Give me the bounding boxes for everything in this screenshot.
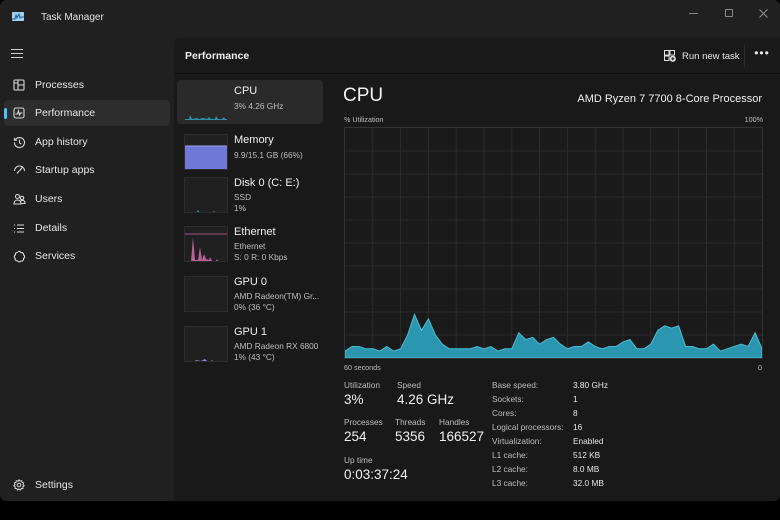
- speed-value: 4.26 GHz: [397, 392, 455, 407]
- spec-base-speed-label: Base speed:: [492, 380, 539, 390]
- main-panel: Performance Run new task ••• CPU 3% 4.26…: [174, 38, 780, 501]
- spec-l1-cache-value: 512 KB: [573, 450, 601, 460]
- sidebar-item-startup-apps[interactable]: Startup apps: [4, 157, 170, 183]
- x-axis-right-label: 0: [758, 363, 762, 372]
- performance-icon: [12, 106, 26, 120]
- memory-thumbnail-graph: [184, 134, 228, 170]
- maximize-button[interactable]: [716, 4, 742, 22]
- device-item-memory[interactable]: Memory 9.9/15.1 GB (66%): [177, 129, 323, 173]
- sidebar-item-app-history[interactable]: App history: [4, 129, 170, 155]
- sidebar-item-users[interactable]: Users: [4, 186, 170, 212]
- disk-thumbnail-graph: [184, 177, 228, 213]
- device-item-ethernet[interactable]: Ethernet Ethernet S: 0 R: 0 Kbps: [177, 221, 323, 265]
- x-axis-left-label: 60 seconds: [344, 363, 381, 372]
- sidebar-item-settings[interactable]: Settings: [4, 472, 170, 498]
- close-button[interactable]: [750, 4, 776, 22]
- gear-icon: [12, 478, 26, 492]
- processes-label: Processes: [344, 417, 383, 427]
- hamburger-menu-button[interactable]: [11, 49, 23, 59]
- uptime-label: Up time: [344, 455, 373, 465]
- processor-model: AMD Ryzen 7 7700 8-Core Processor: [577, 93, 762, 105]
- spec-l1-cache-label: L1 cache:: [492, 450, 528, 460]
- threads-label: Threads: [395, 417, 426, 427]
- y-axis-max-label: 100%: [744, 115, 763, 124]
- cpu-detail-panel: CPU AMD Ryzen 7 7700 8-Core Processor % …: [333, 74, 780, 501]
- sidebar-item-details[interactable]: Details: [4, 215, 170, 241]
- gpu-1-thumbnail-graph: [184, 326, 228, 362]
- run-new-task-button[interactable]: Run new task: [664, 48, 740, 64]
- spec-virtualization-value: Enabled: [573, 436, 604, 446]
- navigation-sidebar: Processes Performance App history Startu…: [0, 38, 174, 501]
- spec-l2-cache-value: 8.0 MB: [573, 464, 600, 474]
- run-new-task-icon: [664, 50, 676, 62]
- spec-cores-value: 8: [573, 408, 578, 418]
- maximize-icon: [725, 9, 733, 17]
- details-icon: [12, 221, 26, 235]
- device-item-gpu-0[interactable]: GPU 0 AMD Radeon(TM) Gr... 0% (36 °C): [177, 271, 323, 315]
- spec-l2-cache-label: L2 cache:: [492, 464, 528, 474]
- cpu-thumbnail-graph: [184, 85, 228, 121]
- spec-cores-label: Cores:: [492, 408, 517, 418]
- y-axis-label: % Utilization: [344, 115, 384, 124]
- startup-icon: [12, 163, 26, 177]
- device-item-gpu-1[interactable]: GPU 1 AMD Radeon RX 6800 1% (43 °C): [177, 321, 323, 365]
- close-icon: [758, 8, 768, 18]
- spec-virtualization-label: Virtualization:: [492, 436, 542, 446]
- services-icon: [12, 249, 26, 263]
- more-options-button[interactable]: •••: [754, 46, 770, 60]
- sidebar-item-processes[interactable]: Processes: [4, 72, 170, 98]
- gpu-0-thumbnail-graph: [184, 276, 228, 312]
- title-bar[interactable]: Task Manager: [0, 0, 780, 38]
- spec-sockets-value: 1: [573, 394, 578, 404]
- spec-l3-cache-value: 32.0 MB: [573, 478, 604, 488]
- sidebar-item-performance[interactable]: Performance: [4, 100, 170, 126]
- task-manager-window: Task Manager Processes Performance: [0, 0, 780, 501]
- spec-sockets-label: Sockets:: [492, 394, 524, 404]
- users-icon: [12, 192, 26, 206]
- speed-label: Speed: [397, 380, 421, 390]
- device-item-disk-0[interactable]: Disk 0 (C: E:) SSD 1%: [177, 172, 323, 216]
- header-divider: [744, 44, 745, 68]
- spec-logical-processors-value: 16: [573, 422, 583, 432]
- utilization-label: Utilization: [344, 380, 380, 390]
- handles-value: 166527: [439, 429, 485, 444]
- spec-logical-processors-label: Logical processors:: [492, 422, 564, 432]
- detail-title: CPU: [343, 85, 384, 106]
- uptime-value: 0:03:37:24: [344, 467, 408, 482]
- page-title: Performance: [185, 50, 250, 62]
- task-manager-app-icon: [12, 12, 24, 21]
- minimize-button[interactable]: [680, 4, 706, 22]
- device-item-cpu[interactable]: CPU 3% 4.26 GHz: [177, 80, 323, 124]
- history-icon: [12, 135, 26, 149]
- utilization-value: 3%: [344, 392, 364, 407]
- spec-base-speed-value: 3.80 GHz: [573, 380, 609, 390]
- sidebar-item-services[interactable]: Services: [4, 243, 170, 269]
- ethernet-thumbnail-graph: [184, 226, 228, 262]
- processes-icon: [12, 78, 26, 92]
- minimize-icon: [688, 12, 698, 14]
- window-title: Task Manager: [41, 12, 104, 23]
- threads-value: 5356: [395, 429, 426, 444]
- handles-label: Handles: [439, 417, 470, 427]
- page-header: Performance Run new task •••: [174, 38, 780, 74]
- cpu-utilization-chart: [344, 127, 763, 359]
- spec-l3-cache-label: L3 cache:: [492, 478, 528, 488]
- processes-value: 254: [344, 429, 367, 444]
